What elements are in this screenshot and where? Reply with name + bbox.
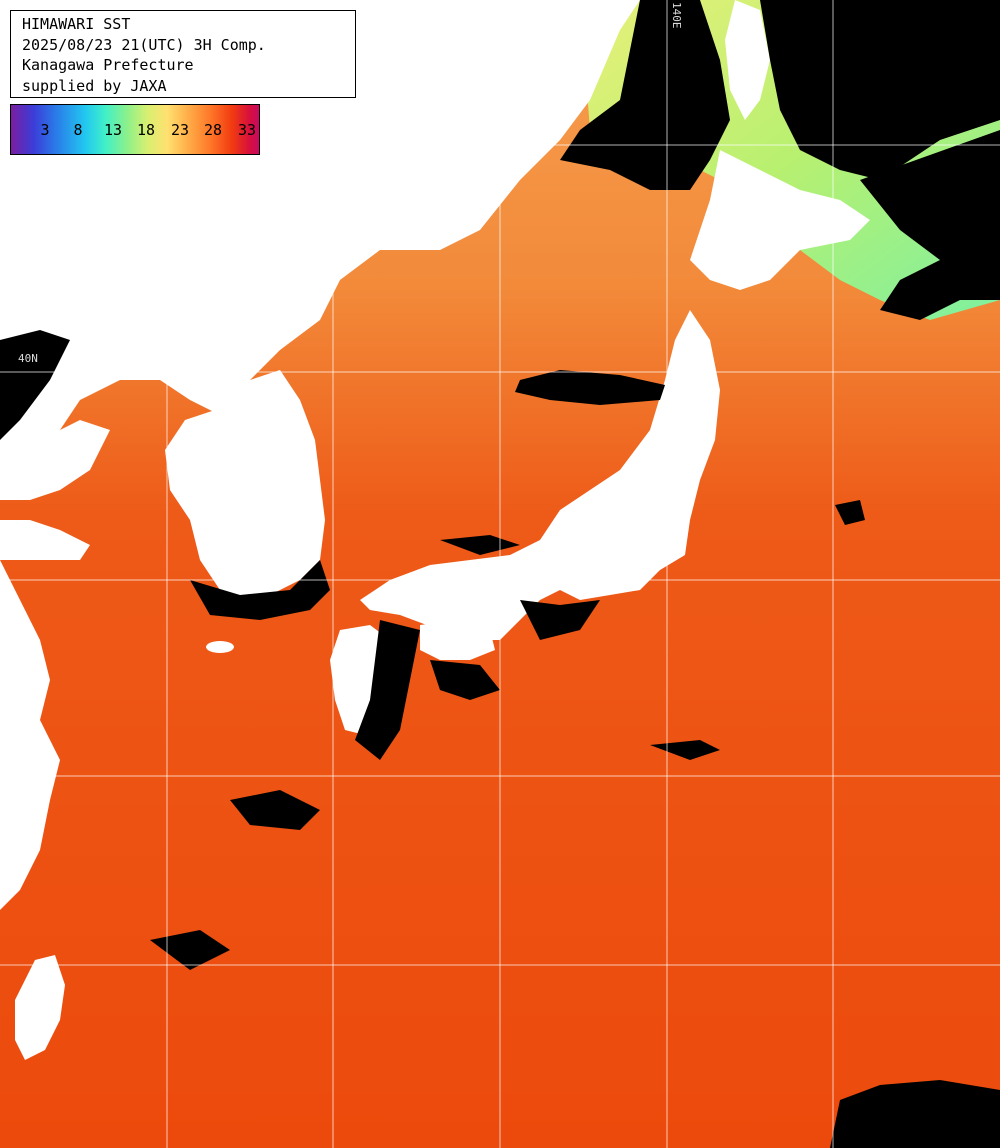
land-korea	[165, 370, 325, 600]
legend-label: 8	[73, 121, 83, 139]
legend-label: 18	[136, 121, 156, 139]
land-liaodong	[0, 420, 110, 500]
land-hokkaido	[690, 150, 870, 290]
land-shikoku	[420, 620, 495, 660]
legend-label: 13	[103, 121, 123, 139]
legend-label: 33	[237, 121, 257, 139]
legend-label: 23	[170, 121, 190, 139]
land-honshu	[360, 310, 720, 640]
info-box: HIMAWARI SST 2025/08/23 21(UTC) 3H Comp.…	[10, 10, 356, 98]
grid-label-40n: 40N	[18, 352, 38, 365]
land-shandong	[0, 520, 90, 560]
land-china-coast	[0, 560, 60, 910]
land-jeju	[206, 641, 234, 653]
grid-label-140e: 140E	[670, 2, 683, 29]
map-region: Kanagawa Prefecture	[22, 56, 194, 74]
map-credit: supplied by JAXA	[22, 76, 167, 95]
legend-label: 28	[203, 121, 223, 139]
sst-color-legend: 3 8 13 18 23 28 33	[10, 104, 260, 155]
land-taiwan	[15, 955, 65, 1060]
map-title: HIMAWARI SST	[22, 15, 131, 33]
map-datetime: 2025/08/23 21(UTC) 3H Comp.	[22, 35, 266, 54]
land-sakhalin	[725, 0, 770, 120]
grid-label-30n: 30N	[18, 760, 38, 773]
legend-label: 3	[40, 121, 50, 139]
